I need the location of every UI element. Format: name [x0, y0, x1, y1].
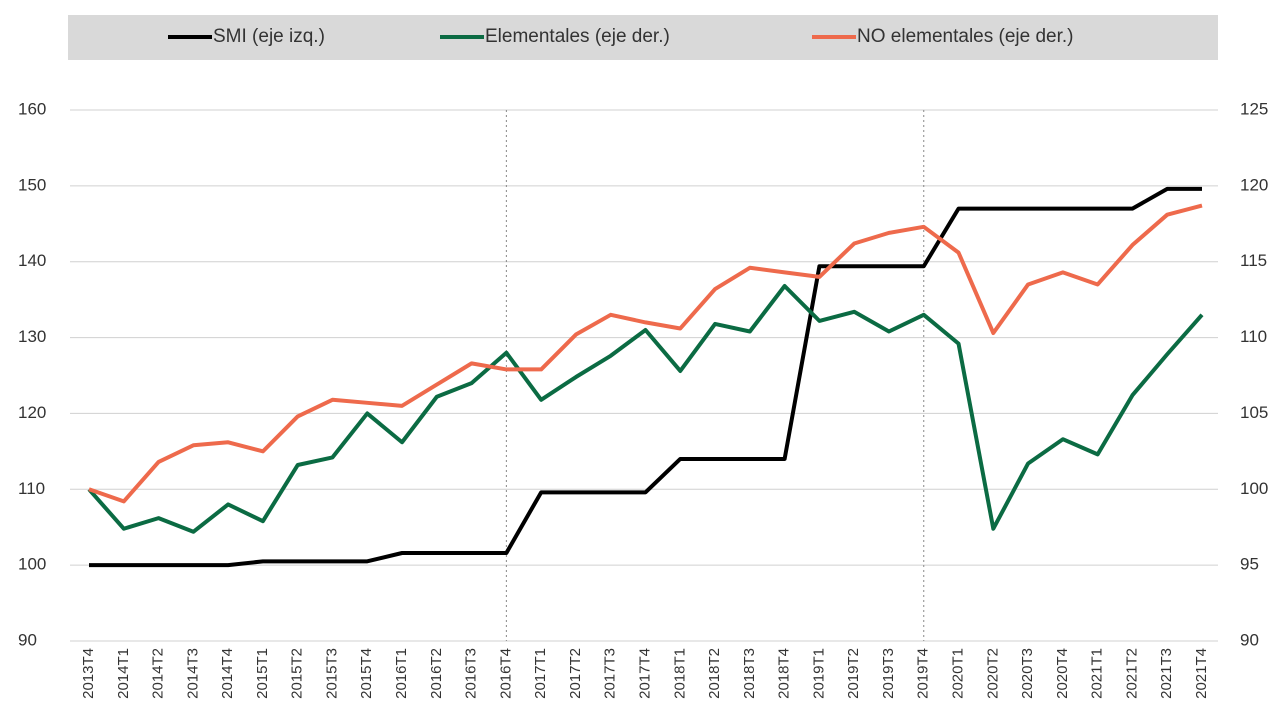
x-tick-label: 2014T2: [150, 648, 167, 699]
y2-tick-label: 95: [1240, 555, 1259, 574]
x-tick-label: 2013T4: [80, 648, 97, 699]
y2-tick-label: 100: [1240, 479, 1268, 498]
x-tick-label: 2014T3: [184, 648, 201, 699]
series-line: [89, 186, 1202, 568]
y-tick-label: 140: [18, 251, 46, 270]
x-tick-label: 2021T2: [1123, 648, 1140, 699]
x-tick-label: 2016T3: [463, 648, 480, 699]
y2-tick-label: 110: [1240, 327, 1267, 346]
x-tick-label: 2015T4: [358, 648, 375, 699]
y-tick-label: 160: [18, 99, 46, 118]
x-tick-label: 2014T4: [219, 648, 236, 699]
legend-label: Elementales (eje der.): [485, 26, 670, 47]
legend-label: SMI (eje izq.): [213, 26, 325, 47]
x-tick-label: 2016T2: [428, 648, 445, 699]
x-tick-label: 2015T1: [254, 648, 271, 699]
x-tick-label: 2018T3: [741, 648, 758, 699]
y2-tick-label: 105: [1240, 403, 1268, 422]
x-tick-label: 2014T1: [115, 648, 132, 699]
x-tick-label: 2018T2: [706, 648, 723, 699]
x-tick-label: 2019T4: [915, 648, 932, 699]
x-tick-label: 2018T1: [671, 648, 688, 699]
y2-tick-label: 115: [1240, 251, 1267, 270]
legend-background: [68, 15, 1218, 60]
y-tick-label: 120: [18, 403, 46, 422]
x-tick-label: 2017T2: [567, 648, 584, 699]
x-tick-label: 2020T2: [984, 648, 1001, 699]
x-tick-label: 2018T4: [776, 648, 793, 699]
x-tick-label: 2019T1: [810, 648, 827, 699]
x-tick-label: 2017T1: [532, 648, 549, 699]
y2-tick-label: 120: [1240, 175, 1268, 194]
x-tick-label: 2019T2: [845, 648, 862, 699]
y-tick-label: 90: [18, 630, 37, 649]
y2-tick-label: 125: [1240, 99, 1268, 118]
x-tick-label: 2021T4: [1193, 648, 1210, 699]
x-tick-label: 2020T1: [950, 648, 967, 699]
series-line: [87, 283, 1204, 534]
x-tick-label: 2017T3: [602, 648, 619, 699]
y-tick-label: 110: [18, 479, 45, 498]
x-tick-label: 2020T4: [1054, 648, 1071, 699]
x-tick-label: 2017T4: [636, 648, 653, 699]
y2-tick-label: 90: [1240, 630, 1259, 649]
x-tick-label: 2015T3: [323, 648, 340, 699]
y-tick-label: 100: [18, 555, 46, 574]
x-tick-label: 2020T3: [1019, 648, 1036, 699]
x-tick-label: 2019T3: [880, 648, 897, 699]
x-tick-label: 2016T1: [393, 648, 410, 699]
series-line: [88, 203, 1203, 504]
x-tick-label: 2021T3: [1158, 648, 1175, 699]
x-tick-label: 2021T1: [1089, 648, 1106, 699]
y-tick-label: 150: [18, 175, 46, 194]
y-tick-label: 130: [18, 327, 46, 346]
x-tick-label: 2015T2: [289, 648, 306, 699]
legend-label: NO elementales (eje der.): [857, 26, 1074, 47]
x-tick-label: 2016T4: [497, 648, 514, 699]
